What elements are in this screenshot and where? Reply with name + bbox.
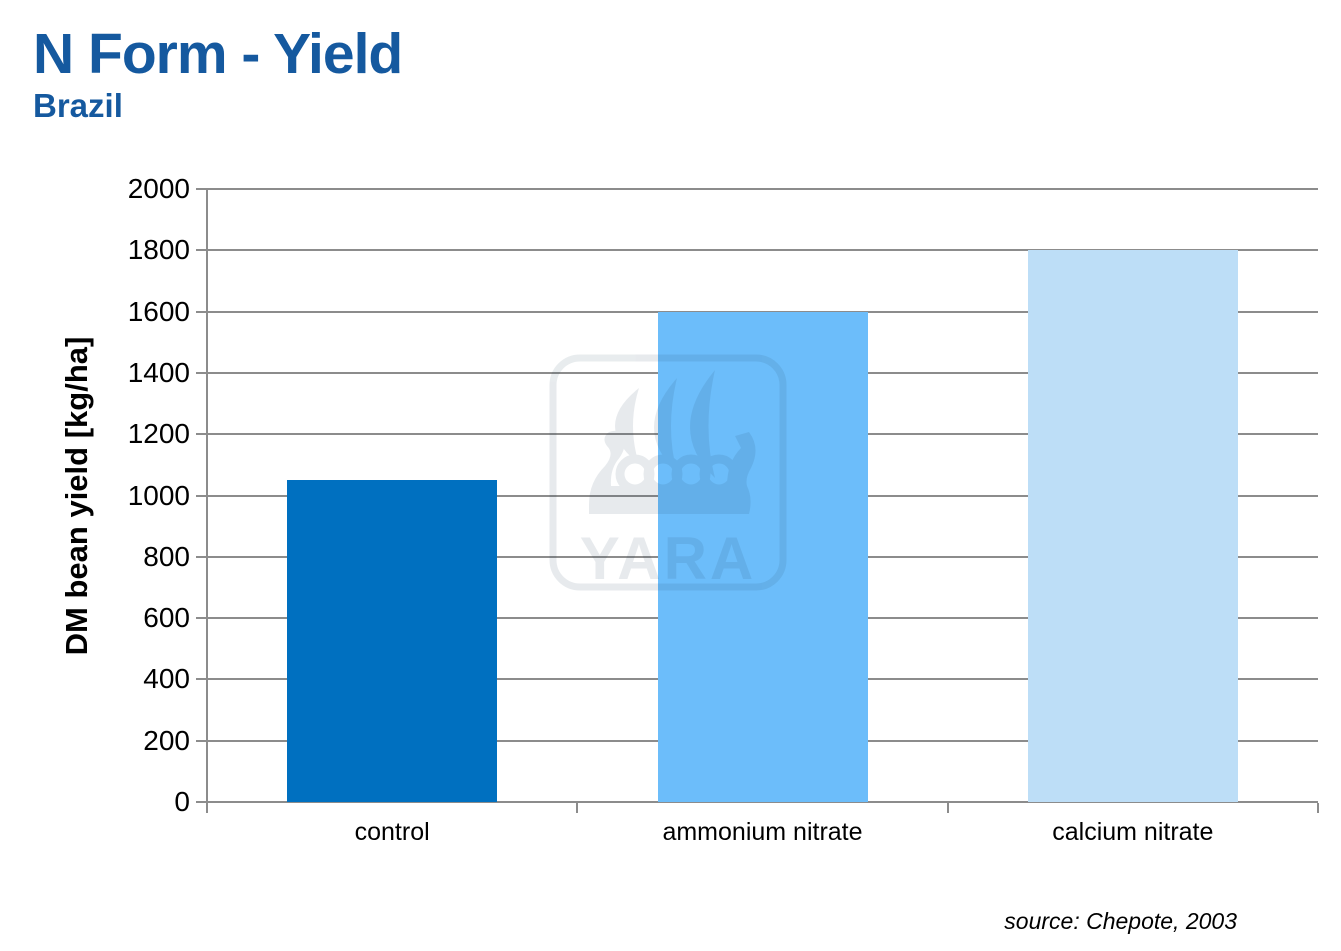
y-axis-tick — [196, 188, 207, 190]
header: N Form - Yield Brazil — [33, 22, 403, 124]
bar-ammonium-nitrate — [657, 311, 868, 802]
x-axis-line — [196, 801, 1318, 803]
y-axis-tick-label: 600 — [143, 602, 190, 634]
x-axis-category-label: calcium nitrate — [1052, 818, 1214, 846]
x-axis-tick — [1317, 803, 1319, 813]
y-axis-tick-label: 1000 — [127, 479, 190, 511]
y-axis-tick-label: 2000 — [127, 173, 190, 204]
y-axis-tick — [196, 617, 207, 620]
source-note: source: Chepote, 2003 — [1004, 908, 1237, 934]
y-axis-tick-label: 800 — [143, 540, 190, 572]
y-axis-tick — [196, 555, 207, 558]
y-axis-tick-label: 0 — [174, 786, 190, 817]
y-axis-tick — [196, 678, 207, 681]
y-axis-tick — [196, 310, 207, 313]
y-axis-tick-label: 400 — [143, 663, 190, 695]
gridline — [207, 249, 1318, 252]
y-axis-tick — [196, 739, 207, 742]
y-axis-tick — [196, 494, 207, 497]
y-axis-tick-label: 200 — [143, 724, 190, 756]
y-axis-tick-label: 1400 — [127, 356, 190, 388]
x-axis-category-label: control — [354, 818, 430, 846]
y-axis-tick — [196, 249, 207, 252]
x-axis-category-label: ammonium nitrate — [662, 818, 863, 846]
bar-control — [287, 480, 498, 802]
y-axis-tick — [196, 433, 207, 436]
gridline — [207, 188, 1318, 190]
y-axis-tick-label: 1800 — [127, 234, 190, 266]
y-axis-tick-label: 1200 — [127, 418, 190, 450]
y-axis-tick — [196, 371, 207, 374]
page-title: N Form - Yield — [33, 22, 403, 86]
y-axis-tick-label: 1600 — [127, 295, 190, 327]
x-axis-tick — [576, 803, 579, 813]
x-axis-tick — [206, 803, 208, 813]
bar-calcium-nitrate — [1027, 250, 1238, 802]
y-axis-title: DM bean yield [kg/ha] — [59, 336, 94, 656]
x-axis-tick — [946, 803, 949, 813]
page-subtitle: Brazil — [33, 87, 123, 124]
y-axis-line — [206, 189, 208, 813]
